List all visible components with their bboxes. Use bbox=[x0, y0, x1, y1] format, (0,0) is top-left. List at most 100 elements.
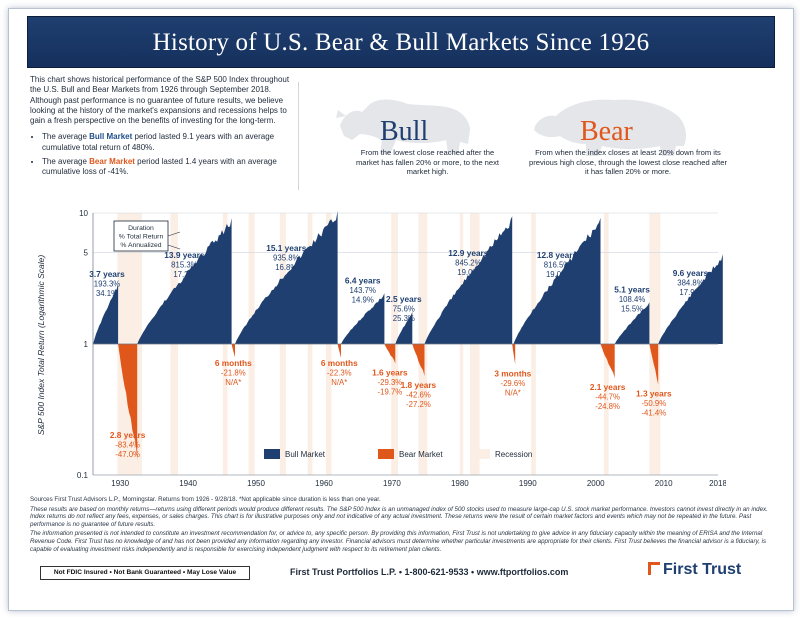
bear-average-term: Bear Market bbox=[89, 157, 135, 167]
period-label-line: 19.0% bbox=[457, 268, 479, 277]
x-tick-label: 1980 bbox=[451, 479, 469, 488]
period-label-line: 935.8% bbox=[273, 253, 300, 262]
bear-average-prefix: The average bbox=[42, 157, 90, 167]
intro-bullets: The average Bull Market period lasted 9.… bbox=[30, 132, 292, 177]
x-tick-label: 1940 bbox=[179, 479, 197, 488]
y-tick-label: 1 bbox=[84, 340, 89, 349]
x-tick-label: 1990 bbox=[519, 479, 537, 488]
x-tick-label: 2018 bbox=[709, 479, 726, 488]
annotation-key-line: % Total Return bbox=[119, 234, 164, 241]
period-label-line: -24.8% bbox=[595, 402, 620, 411]
period-label-line: -27.2% bbox=[406, 400, 431, 409]
intro-divider bbox=[298, 82, 299, 190]
not-fdic-box: Not FDIC Insured • Not Bank Guaranteed •… bbox=[40, 566, 250, 580]
period-label-line: 9.6 years bbox=[673, 268, 709, 278]
intro-text: This chart shows historical performance … bbox=[30, 75, 292, 182]
x-tick-label: 1930 bbox=[111, 479, 129, 488]
period-label-line: 75.6% bbox=[393, 304, 415, 313]
period-label-line: N/A* bbox=[225, 378, 241, 387]
period-label-line: -19.7% bbox=[378, 387, 403, 396]
bull-market-area bbox=[235, 211, 338, 344]
legend-swatch-bull bbox=[264, 449, 280, 459]
bull-average-prefix: The average bbox=[42, 132, 90, 142]
period-label-line: 1.8 years bbox=[401, 380, 437, 390]
legend-swatch-recession bbox=[474, 449, 490, 459]
legend-label-recession: Recession bbox=[495, 450, 532, 459]
bull-average-bullet: The average Bull Market period lasted 9.… bbox=[42, 132, 292, 153]
bear-average-bullet: The average Bear Market period lasted 1.… bbox=[42, 157, 292, 178]
bull-market-area bbox=[614, 302, 650, 344]
bear-market-area bbox=[337, 344, 341, 359]
sources-note: Sources First Trust Advisors L.P., Morni… bbox=[30, 496, 381, 503]
period-label-line: -41.4% bbox=[641, 409, 666, 418]
period-label-line: 816.5% bbox=[544, 260, 571, 269]
market-areas bbox=[93, 211, 723, 461]
period-label-line: 845.2% bbox=[455, 259, 482, 268]
period-label-line: -42.6% bbox=[406, 390, 431, 399]
period-label-line: -83.4% bbox=[115, 441, 140, 450]
annotation-key-box bbox=[113, 220, 169, 252]
bull-title: Bull bbox=[380, 116, 429, 147]
period-label-line: 1.3 years bbox=[636, 389, 672, 399]
period-label-line: 3.7 years bbox=[89, 269, 125, 279]
legend-label-bull: Bull Market bbox=[285, 450, 326, 459]
bear-market-area bbox=[600, 344, 615, 378]
first-trust-logo-text: First Trust bbox=[663, 561, 742, 578]
period-label-line: 17.2% bbox=[173, 270, 195, 279]
bear-market-area bbox=[384, 344, 396, 364]
x-tick-label: 2000 bbox=[587, 479, 605, 488]
period-label-line: 15.5% bbox=[621, 304, 643, 313]
bear-market-area bbox=[512, 344, 516, 365]
period-label-line: 193.3% bbox=[94, 279, 121, 288]
bear-market-area bbox=[649, 344, 659, 385]
y-tick-label: 0.1 bbox=[77, 471, 89, 480]
period-label-line: 3 months bbox=[494, 368, 531, 378]
bull-silhouette-icon bbox=[336, 99, 470, 154]
period-label-line: 12.8 years bbox=[537, 250, 578, 260]
axes: 10 5 1 0.1 1930 1940 1950 1960 1970 1980 1990 2000 2… bbox=[77, 209, 726, 488]
title-banner: History of U.S. Bear & Bull Markets Sinc… bbox=[27, 16, 775, 68]
period-label-line: 12.9 years bbox=[448, 248, 489, 258]
period-label-line: 2.8 years bbox=[110, 430, 146, 440]
period-label-line: N/A* bbox=[505, 388, 521, 397]
period-label-line: 2.5 years bbox=[386, 294, 422, 304]
performance-disclaimer: These results are based on monthly retur… bbox=[30, 505, 768, 528]
annotation-key-pointer bbox=[167, 244, 181, 250]
period-label-line: 5.1 years bbox=[614, 284, 650, 294]
period-label-line: -22.3% bbox=[327, 369, 352, 378]
y-tick-label: 10 bbox=[79, 209, 88, 218]
period-label-line: 2.1 years bbox=[590, 382, 626, 392]
annotation-key-line: Duration bbox=[128, 225, 154, 232]
market-history-chart: 10 5 1 0.1 1930 1940 1950 1960 1970 1980 1990 2000 2… bbox=[36, 209, 726, 488]
period-label-line: 16.8% bbox=[275, 263, 297, 272]
period-label-line: -29.3% bbox=[378, 378, 403, 387]
period-label-line: 1.6 years bbox=[372, 367, 408, 377]
annotation-key-line: % Annualized bbox=[120, 242, 161, 249]
fiduciary-disclaimer: The information presented is not intende… bbox=[30, 530, 767, 553]
period-label-line: 6 months bbox=[215, 358, 252, 368]
footnotes: Sources First Trust Advisors L.P., Morni… bbox=[30, 496, 772, 555]
annotation-key: Duration % Total Return% Annualized bbox=[113, 220, 181, 252]
period-label-line: 19.0% bbox=[546, 270, 568, 279]
period-label-line: 815.3% bbox=[171, 261, 198, 270]
y-tick-label: 5 bbox=[84, 248, 89, 257]
period-label-line: 143.7% bbox=[349, 286, 376, 295]
first-trust-mark-icon bbox=[648, 562, 660, 575]
page-title: History of U.S. Bear & Bull Markets Sinc… bbox=[152, 29, 650, 56]
first-trust-logo: First Trust bbox=[648, 561, 741, 579]
bear-average-suffix: period lasted 1.4 years with an average … bbox=[42, 157, 277, 177]
period-label-line: -21.8% bbox=[221, 369, 246, 378]
bull-market-area bbox=[395, 311, 413, 344]
period-label-line: 108.4% bbox=[619, 295, 646, 304]
x-tick-label: 1970 bbox=[383, 479, 401, 488]
bear-silhouette-icon bbox=[534, 99, 686, 156]
x-tick-label: 1960 bbox=[315, 479, 333, 488]
period-label-line: -50.9% bbox=[641, 399, 666, 408]
legend-swatch-bear bbox=[378, 449, 394, 459]
legend-label-bear: Bear Market bbox=[399, 450, 443, 459]
period-label-line: N/A* bbox=[331, 378, 347, 387]
period-label-line: 15.1 years bbox=[266, 243, 307, 253]
bull-market-area bbox=[137, 218, 232, 344]
intro-paragraph: This chart shows historical performance … bbox=[30, 75, 290, 126]
bull-market-area bbox=[513, 217, 601, 344]
